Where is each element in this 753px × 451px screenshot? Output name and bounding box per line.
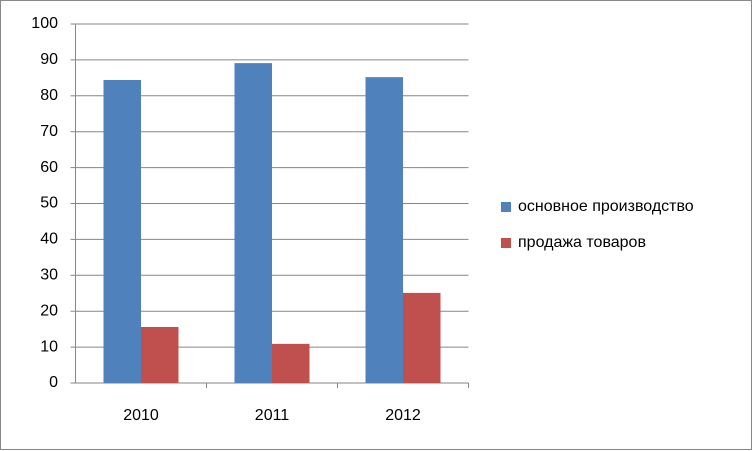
- y-tick-label: 60: [40, 159, 58, 176]
- legend-label: основное производство: [518, 198, 694, 215]
- y-tick-label: 40: [40, 231, 58, 248]
- y-tick-label: 30: [40, 267, 58, 284]
- y-tick-label: 100: [31, 15, 58, 32]
- bar: [403, 292, 441, 383]
- bar: [272, 343, 310, 383]
- y-tick-label: 10: [40, 338, 58, 355]
- y-tick-label: 0: [49, 374, 58, 391]
- y-tick-label: 70: [40, 123, 58, 140]
- y-tick-label: 90: [40, 51, 58, 68]
- y-tick-label: 50: [40, 195, 58, 212]
- y-tick-label: 80: [40, 87, 58, 104]
- legend-swatch: [501, 202, 511, 212]
- x-tick-label: 2010: [123, 407, 159, 424]
- y-tick-label: 20: [40, 302, 58, 319]
- bar: [234, 63, 272, 383]
- x-tick-label: 2012: [385, 407, 421, 424]
- legend-label: продажа товаров: [518, 234, 646, 251]
- bar: [103, 80, 141, 383]
- legend-swatch: [501, 238, 511, 248]
- bar: [141, 326, 179, 383]
- bar: [365, 77, 403, 383]
- x-tick-label: 2011: [255, 407, 290, 424]
